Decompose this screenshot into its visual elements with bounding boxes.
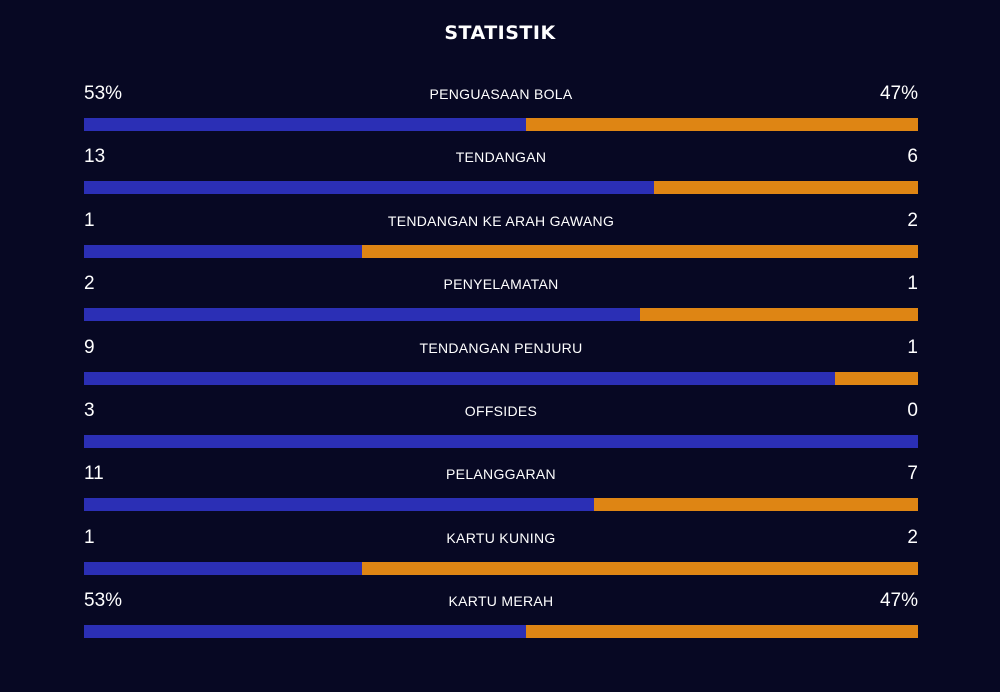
- comparison-bar: [84, 561, 918, 575]
- stat-label: PENYELAMATAN: [443, 276, 559, 293]
- away-bar-segment: [361, 244, 918, 258]
- comparison-bar: [84, 308, 918, 322]
- home-value: 53%: [84, 83, 123, 104]
- stat-row-yellow-cards: 1 KARTU KUNING 2: [84, 524, 918, 587]
- stat-label: PELANGGARAN: [446, 466, 556, 483]
- home-value: 2: [84, 273, 95, 295]
- comparison-bar: [84, 244, 918, 258]
- home-value: 9: [84, 336, 95, 358]
- stat-row-fouls: 11 PELANGGARAN 7: [84, 460, 918, 523]
- stats-list: 53% PENGUASAAN BOLA 47% 13 TENDANGAN 6 1…: [84, 80, 918, 651]
- home-value: 11: [84, 463, 104, 485]
- stat-row-possession: 53% PENGUASAAN BOLA 47%: [84, 80, 918, 143]
- stat-label: TENDANGAN KE ARAH GAWANG: [387, 212, 615, 229]
- stat-label: KARTU MERAH: [448, 593, 554, 610]
- home-value: 1: [84, 209, 95, 231]
- stat-label: TENDANGAN: [455, 149, 547, 166]
- away-bar-segment: [526, 118, 918, 131]
- stat-label: PENGUASAAN BOLA: [429, 86, 573, 102]
- comparison-bar: [84, 118, 918, 131]
- stat-label: KARTU KUNING: [446, 529, 556, 546]
- away-bar-segment: [593, 498, 918, 512]
- away-bar-segment: [361, 561, 918, 575]
- stat-row-shots: 13 TENDANGAN 6: [84, 143, 918, 206]
- home-bar-segment: [84, 308, 641, 322]
- stat-label: TENDANGAN PENJURU: [419, 339, 583, 356]
- away-value: 47%: [879, 83, 918, 104]
- home-bar-segment: [84, 498, 594, 512]
- stat-row-red-cards: 53% KARTU MERAH 47%: [84, 587, 918, 650]
- home-value: 13: [84, 146, 106, 168]
- stat-label: OFFSIDES: [464, 402, 538, 419]
- home-bar-segment: [84, 118, 527, 131]
- home-bar-segment: [84, 561, 362, 575]
- away-value: 2: [907, 209, 918, 231]
- home-value: 3: [84, 399, 95, 421]
- home-value: 1: [84, 526, 95, 548]
- comparison-bar: [84, 498, 918, 512]
- stat-row-saves: 2 PENYELAMATAN 1: [84, 270, 918, 333]
- away-value: 7: [907, 463, 918, 485]
- statistics-title: STATISTIK: [444, 22, 556, 44]
- comparison-bar: [84, 434, 918, 448]
- home-bar-segment: [84, 625, 527, 639]
- away-bar-segment: [526, 625, 918, 639]
- away-bar-segment: [834, 371, 918, 385]
- home-bar-segment: [84, 181, 655, 195]
- comparison-bar: [84, 371, 918, 385]
- away-value: 6: [907, 146, 918, 168]
- home-bar-segment: [84, 244, 362, 258]
- home-bar-segment: [84, 434, 918, 448]
- away-bar-segment: [654, 181, 918, 195]
- comparison-bar: [84, 625, 918, 639]
- away-value: 0: [907, 399, 918, 421]
- away-value: 1: [907, 273, 918, 295]
- stat-row-offsides: 3 OFFSIDES 0: [84, 397, 918, 460]
- away-value: 2: [907, 526, 918, 548]
- home-bar-segment: [84, 371, 835, 385]
- away-value: 1: [907, 336, 918, 358]
- home-value: 53%: [84, 590, 123, 612]
- away-value: 47%: [879, 590, 918, 612]
- away-bar-segment: [640, 308, 918, 322]
- comparison-bar: [84, 181, 918, 195]
- stat-row-corners: 9 TENDANGAN PENJURU 1: [84, 334, 918, 397]
- stat-row-shots-on-target: 1 TENDANGAN KE ARAH GAWANG 2: [84, 207, 918, 270]
